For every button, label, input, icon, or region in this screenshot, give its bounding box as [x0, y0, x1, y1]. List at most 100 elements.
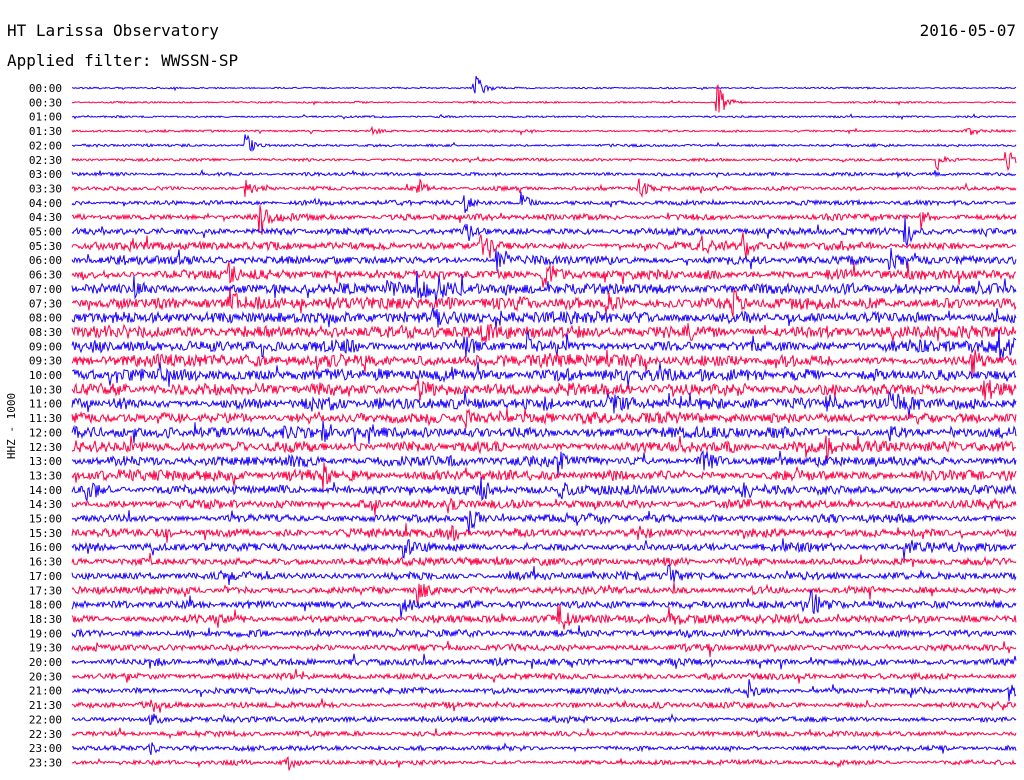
trace-row-1430: [71, 497, 1017, 516]
trace-row-0030: [71, 84, 1017, 113]
trace-row-0130: [71, 125, 1017, 136]
time-label: 20:00: [29, 656, 62, 669]
time-label: 11:00: [29, 398, 62, 411]
trace-row-0630: [71, 261, 1016, 288]
trace-row-0700: [71, 270, 1017, 304]
time-label: 18:30: [29, 613, 62, 626]
time-label: 15:30: [29, 527, 62, 540]
trace-row-1200: [71, 420, 1017, 445]
trace-group: [71, 75, 1017, 771]
time-label: 00:30: [29, 96, 62, 109]
trace-row-1730: [71, 582, 1017, 604]
trace-row-0900: [71, 329, 1017, 361]
trace-row-1000: [71, 361, 1017, 388]
time-label: 08:30: [29, 326, 62, 339]
time-label: 11:30: [29, 412, 62, 425]
trace-row-1230: [71, 435, 1017, 460]
time-label: 07:00: [29, 283, 62, 296]
time-label: 21:00: [29, 685, 62, 698]
trace-row-2030: [71, 668, 1017, 684]
trace-row-0930: [71, 349, 1017, 376]
time-label: 14:00: [29, 484, 62, 497]
trace-row-2200: [71, 712, 1017, 726]
time-label: 06:00: [29, 254, 62, 267]
trace-row-2230: [71, 727, 1017, 740]
time-label: 00:00: [29, 82, 62, 95]
trace-row-0430: [71, 205, 1017, 236]
trace-row-0500: [71, 216, 1017, 246]
trace-row-0100: [71, 113, 1017, 121]
time-label: 13:30: [29, 469, 62, 482]
time-label: 05:30: [29, 240, 62, 253]
trace-row-1530: [71, 523, 1017, 543]
time-label: 19:30: [29, 642, 62, 655]
trace-row-1800: [71, 588, 1017, 618]
time-label: 17:00: [29, 570, 62, 583]
time-label: 03:00: [29, 168, 62, 181]
trace-row-2130: [71, 698, 1017, 713]
time-label: 09:00: [29, 340, 62, 353]
time-label: 16:00: [29, 541, 62, 554]
time-label: 04:30: [29, 211, 62, 224]
time-label: 10:00: [29, 369, 62, 382]
trace-row-0730: [71, 287, 1017, 317]
time-label: 02:00: [29, 139, 62, 152]
trace-row-1030: [71, 378, 1017, 401]
trace-row-0000: [71, 75, 1017, 94]
time-label: 01:00: [29, 111, 62, 124]
trace-row-1700: [71, 564, 1017, 586]
trace-row-1500: [71, 510, 1016, 533]
time-label: 09:30: [29, 355, 62, 368]
time-label: 04:00: [29, 197, 62, 210]
trace-row-1300: [71, 449, 1017, 476]
trace-row-0200: [72, 134, 1017, 152]
time-label: 12:00: [29, 426, 62, 439]
trace-row-0530: [71, 232, 1017, 259]
trace-row-0330: [71, 178, 1017, 199]
time-label: 12:30: [29, 441, 62, 454]
time-label: 06:30: [29, 269, 62, 282]
time-label: 13:00: [29, 455, 62, 468]
trace-row-1600: [71, 538, 1017, 560]
trace-row-2100: [71, 679, 1017, 702]
time-label: 22:00: [29, 713, 62, 726]
time-label: 15:00: [29, 513, 62, 526]
trace-row-0800: [71, 307, 1017, 330]
trace-row-0400: [71, 191, 1017, 213]
time-label: 19:00: [29, 627, 62, 640]
time-label: 21:30: [29, 699, 62, 712]
trace-row-2330: [71, 756, 1017, 771]
trace-row-1900: [71, 625, 1017, 639]
time-label: 23:00: [29, 742, 62, 755]
time-label: 01:30: [29, 125, 62, 138]
trace-row-2300: [71, 742, 1017, 755]
trace-row-0300: [71, 168, 1017, 179]
trace-row-2000: [71, 653, 1017, 670]
time-label: 23:30: [29, 756, 62, 769]
time-label: 20:30: [29, 670, 62, 683]
date-label: 2016-05-07: [919, 21, 1016, 40]
trace-row-1330: [71, 462, 1017, 490]
filter-label: Applied filter: WWSSN-SP: [7, 51, 239, 70]
trace-row-0230: [71, 151, 1017, 172]
trace-row-1100: [71, 389, 1017, 419]
time-label: 07:30: [29, 297, 62, 310]
time-label: 14:30: [29, 498, 62, 511]
trace-row-0830: [71, 323, 1017, 342]
time-label: 02:30: [29, 154, 62, 167]
time-label: 18:00: [29, 599, 62, 612]
observatory-title: HT Larissa Observatory: [7, 21, 219, 40]
time-label: 08:00: [29, 312, 62, 325]
trace-row-0600: [71, 247, 1017, 271]
time-label: 10:30: [29, 383, 62, 396]
trace-row-1630: [71, 552, 1017, 568]
time-label: 22:30: [29, 728, 62, 741]
time-label: 16:30: [29, 556, 62, 569]
time-label: 03:30: [29, 182, 62, 195]
time-label: 05:00: [29, 226, 62, 239]
trace-row-1130: [71, 408, 1017, 429]
trace-row-1930: [71, 640, 1017, 658]
trace-row-1830: [71, 604, 1017, 630]
time-label: 17:30: [29, 584, 62, 597]
